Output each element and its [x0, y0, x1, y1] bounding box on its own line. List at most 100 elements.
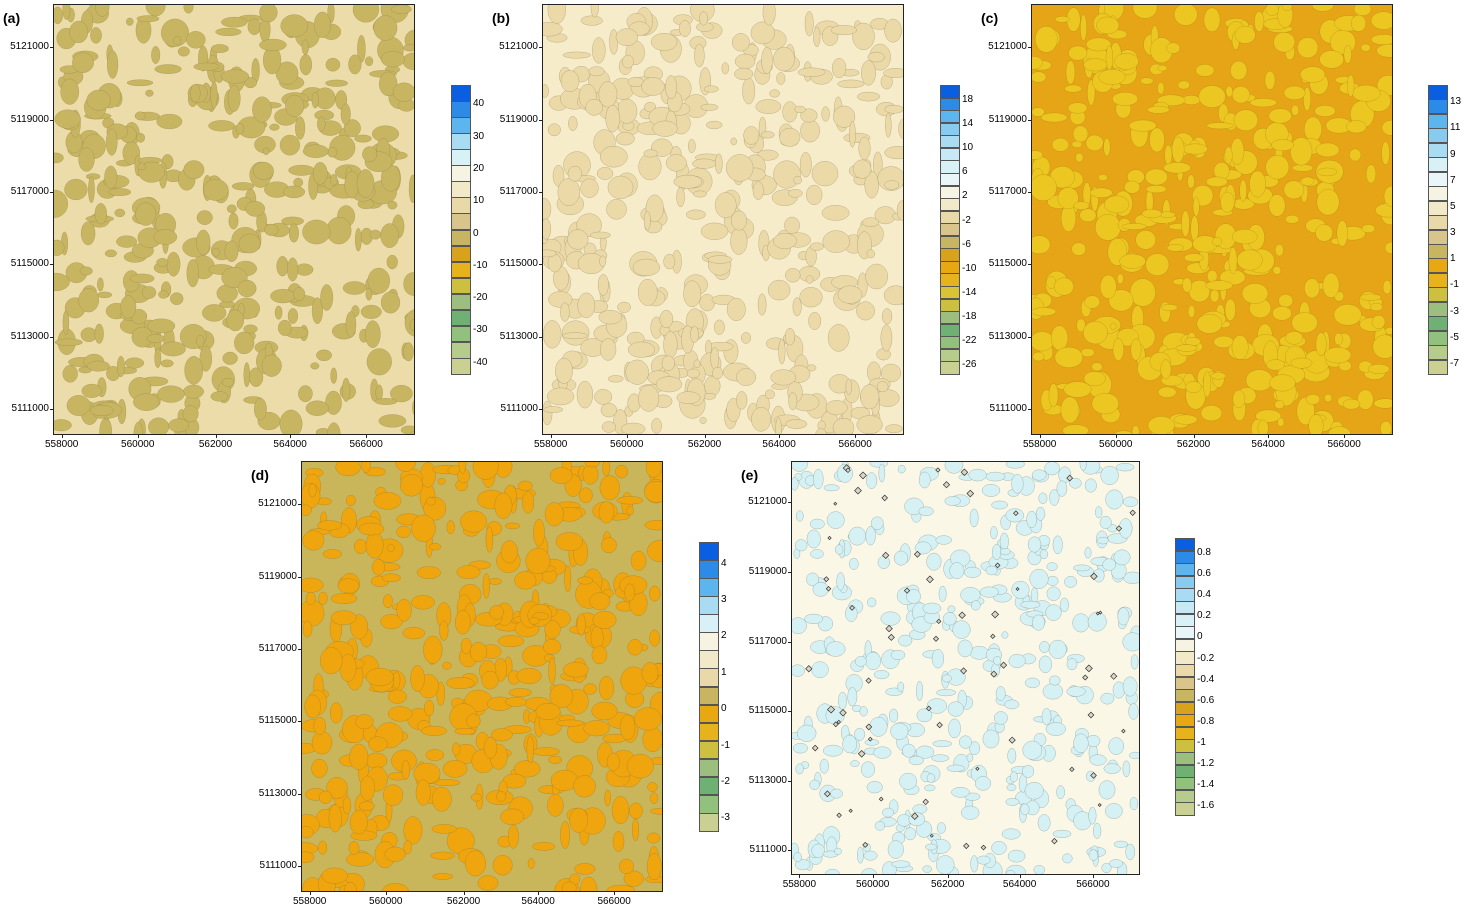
contour-patch: [935, 855, 955, 874]
contour-patch: [600, 402, 617, 418]
contour-patch: [823, 484, 840, 492]
contour-patch: [280, 14, 309, 38]
x-tick-label: 560000: [855, 879, 890, 890]
contour-map: [301, 461, 663, 892]
contour-patch: [1271, 139, 1295, 152]
contour-patch: [124, 357, 145, 369]
x-tick-label: 566000: [597, 896, 631, 907]
contour-patch: [548, 291, 573, 308]
y-tick-mark: [539, 119, 542, 121]
contour-patch: [1089, 187, 1113, 198]
panel-label: (d): [251, 467, 269, 483]
legend-swatch: [1175, 764, 1195, 778]
contour-patch: [673, 174, 703, 189]
y-tick-label: 5113000: [10, 330, 49, 342]
contour-patch: [1224, 298, 1236, 321]
contour-patch: [845, 605, 858, 622]
contour-patch: [1144, 168, 1168, 186]
contour-patch: [1381, 119, 1392, 136]
contour-patch: [168, 418, 189, 433]
contour-patch: [354, 227, 362, 252]
contour-spot: [929, 833, 934, 838]
contour-spot: [825, 586, 832, 592]
contour-patch: [1277, 417, 1285, 427]
contour-patch: [1109, 859, 1123, 868]
contour-patch: [867, 597, 877, 608]
contour-spot: [963, 842, 970, 850]
contour-patch: [1383, 185, 1392, 207]
contour-patch: [864, 739, 880, 746]
legend-label: 0.6: [1197, 568, 1211, 580]
legend-label: -0.8: [1197, 715, 1215, 727]
contour-patch: [1205, 176, 1228, 187]
contour-patch: [866, 249, 876, 259]
contour-patch: [442, 760, 468, 778]
contour-patch: [932, 740, 952, 748]
legend-swatch: [940, 336, 960, 350]
contour-patch: [327, 146, 338, 158]
contour-patch: [1046, 575, 1059, 586]
legend-swatch: [1175, 550, 1195, 564]
contour-patch: [1115, 463, 1135, 472]
contour-patch: [712, 366, 724, 380]
contour-patch: [1184, 253, 1204, 263]
legend-label: 0.2: [1197, 610, 1211, 622]
contour-spot: [925, 705, 932, 712]
contour-patch: [330, 173, 338, 186]
x-tick-mark: [309, 892, 311, 895]
contour-patch: [1064, 576, 1078, 588]
contour-patch: [547, 5, 566, 24]
contour-spot: [922, 798, 929, 806]
x-tick-label: 566000: [1327, 439, 1361, 450]
contour-patch: [651, 418, 662, 434]
contour-patch: [1241, 283, 1269, 304]
contour-patch: [1117, 607, 1130, 626]
contour-patch: [549, 684, 574, 709]
contour-patch: [805, 275, 814, 284]
contour-patch: [1283, 180, 1305, 200]
contour-patch: [1032, 235, 1051, 255]
legend-label: 2: [962, 190, 968, 202]
contour-patch: [353, 538, 367, 555]
contour-patch: [1113, 840, 1129, 848]
contour-patch: [392, 82, 414, 102]
legend-swatch: [1175, 752, 1195, 766]
contour-patch: [317, 520, 342, 531]
contour-patch: [629, 802, 643, 820]
contour-patch: [330, 367, 338, 384]
contour-patch: [252, 161, 274, 180]
contour-patch: [1316, 188, 1340, 216]
y-tick-label: 5111000: [989, 403, 1027, 415]
legend-swatch: [940, 311, 960, 325]
contour-patch: [580, 876, 598, 891]
contour-patch: [949, 562, 965, 579]
contour-patch: [1088, 806, 1097, 825]
legend-label: 10: [962, 142, 974, 154]
contour-patch: [1175, 344, 1198, 352]
contour-patch: [516, 667, 542, 685]
contour-spot: [881, 494, 889, 502]
contour-patch: [890, 649, 906, 661]
x-tick-mark: [1115, 435, 1117, 438]
legend-label: 6: [962, 166, 968, 178]
contour-patch: [592, 610, 617, 629]
contour-patch: [1105, 803, 1123, 819]
contour-patch: [316, 349, 332, 362]
contour-patch: [799, 287, 823, 308]
contour-patch: [355, 714, 374, 730]
contour-patch: [916, 708, 933, 723]
contour-spot: [1015, 587, 1020, 591]
contour-patch: [792, 462, 809, 472]
legend-swatch: [1175, 789, 1195, 803]
contour-patch: [460, 637, 472, 655]
y-tick-label: 5119000: [10, 113, 49, 125]
contour-patch: [1185, 380, 1202, 394]
contour-patch: [390, 5, 412, 14]
contour-patch: [649, 629, 660, 647]
contour-map: [791, 461, 1140, 875]
contour-patch: [856, 91, 881, 102]
contour-patch: [505, 696, 527, 707]
contour-patch: [1192, 196, 1200, 217]
contour-patch: [129, 273, 155, 284]
legend-swatch: [940, 85, 960, 99]
